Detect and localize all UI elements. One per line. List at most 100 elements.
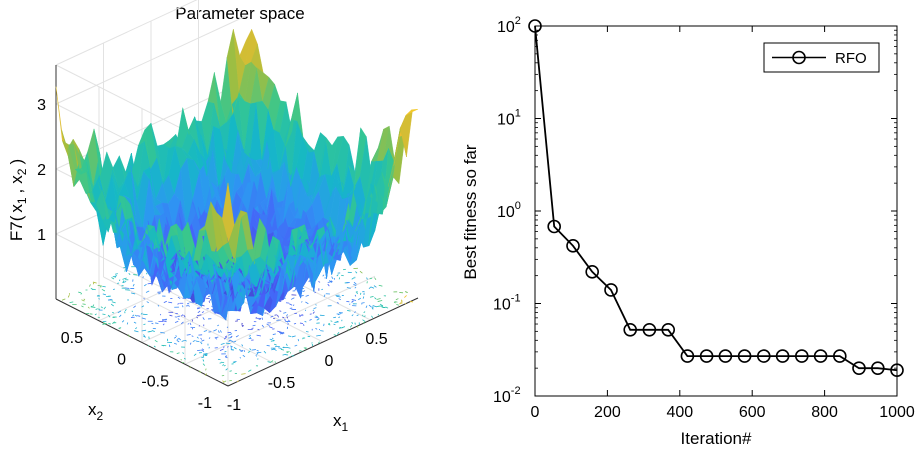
contour-segment — [176, 338, 179, 340]
x-tick-label: 1000 — [879, 404, 915, 421]
contour-segment — [127, 334, 130, 338]
contour-segment — [98, 297, 100, 300]
contour-segment — [143, 297, 145, 300]
x-tick-label: 400 — [666, 404, 693, 421]
contour-segment — [374, 297, 377, 300]
x-tick-label: 800 — [811, 404, 838, 421]
contour-segment — [285, 343, 288, 347]
contour-segment — [354, 294, 357, 297]
contour-segment — [219, 330, 222, 333]
contour-segment — [168, 301, 173, 304]
contour-segment — [330, 320, 333, 322]
contour-segment — [228, 333, 233, 336]
contour-segment — [95, 308, 98, 311]
contour-segment — [333, 316, 337, 319]
legend-label: RFO — [835, 50, 867, 67]
contour-segment — [163, 300, 167, 304]
contour-segment — [274, 361, 277, 363]
contour-segment — [309, 319, 312, 321]
contour-segment — [111, 277, 115, 280]
contour-segment — [347, 310, 351, 312]
contour-segment — [203, 352, 208, 355]
contour-segment — [336, 295, 341, 298]
contour-segment — [284, 318, 286, 322]
contour-segment — [322, 274, 325, 277]
contour-segment — [189, 322, 192, 326]
contour-segment — [272, 333, 276, 335]
contour-segment — [202, 359, 205, 362]
contour-segment — [103, 306, 106, 310]
contour-segment — [301, 301, 303, 303]
data-point — [852, 361, 866, 375]
y-tick-label: 101 — [497, 108, 521, 129]
data-point — [775, 349, 790, 363]
contour-segment — [328, 322, 331, 326]
contour-segment — [374, 277, 377, 281]
contour-segment — [122, 281, 127, 284]
contour-segment — [280, 332, 282, 335]
contour-segment — [220, 342, 225, 345]
contour-segment — [202, 317, 205, 320]
contour-segment — [153, 345, 156, 348]
contour-segment — [102, 313, 106, 316]
contour-segment — [315, 304, 317, 306]
contour-segment — [311, 342, 313, 344]
x-axis-line — [227, 297, 419, 387]
data-point — [661, 322, 676, 337]
contour-segment — [174, 342, 177, 345]
contour-segment — [241, 373, 246, 375]
contour-segment — [318, 281, 321, 283]
contour-segment — [159, 313, 162, 316]
contour-segment — [183, 357, 186, 360]
contour-segment — [255, 316, 257, 319]
contour-segment — [137, 315, 141, 317]
data-point — [566, 239, 580, 253]
y-tick-label: 0 — [117, 352, 126, 369]
contour-segment — [200, 349, 205, 352]
contour-segment — [117, 310, 122, 314]
grid-line — [55, 15, 247, 105]
contour-segment — [202, 363, 206, 366]
contour-segment — [108, 298, 112, 301]
contour-segment — [263, 350, 267, 354]
contour-segment — [362, 321, 366, 324]
contour-segment — [107, 314, 111, 318]
contour-segment — [354, 311, 356, 313]
contour-segment — [286, 347, 291, 349]
contour-segment — [333, 334, 337, 336]
contour-segment — [255, 354, 258, 357]
x-tick-label: 0 — [531, 404, 540, 421]
contour-segment — [304, 320, 307, 323]
contour-segment — [373, 285, 377, 288]
contour-segment — [323, 294, 326, 298]
contour-segment — [305, 294, 309, 297]
contour-segment — [292, 304, 295, 306]
contour-segment — [404, 302, 407, 305]
contour-segment — [297, 338, 300, 342]
data-point — [871, 361, 885, 375]
contour-segment — [356, 314, 359, 317]
contour-segment — [316, 318, 320, 321]
contour-segment — [318, 341, 320, 344]
contour-segment — [284, 297, 286, 300]
contour-segment — [177, 296, 181, 299]
contour-segment — [267, 361, 272, 363]
y-tick-label: 102 — [497, 15, 521, 36]
contour-segment — [226, 346, 229, 348]
contour-segment — [376, 298, 381, 300]
contour-segment — [111, 301, 116, 304]
contour-segment — [131, 310, 134, 313]
contour-segment — [174, 321, 179, 323]
contour-segment — [221, 374, 225, 377]
contour-segment — [215, 338, 218, 340]
contour-segment — [248, 335, 252, 337]
contour-segment — [305, 347, 307, 349]
contour-segment — [92, 281, 97, 284]
contour-segment — [256, 352, 259, 355]
contour-segment — [81, 305, 84, 308]
contour-segment — [315, 315, 318, 318]
contour-segment — [135, 327, 138, 330]
contour-segment — [312, 311, 315, 314]
contour-segment — [115, 273, 118, 275]
contour-segment — [369, 296, 374, 298]
